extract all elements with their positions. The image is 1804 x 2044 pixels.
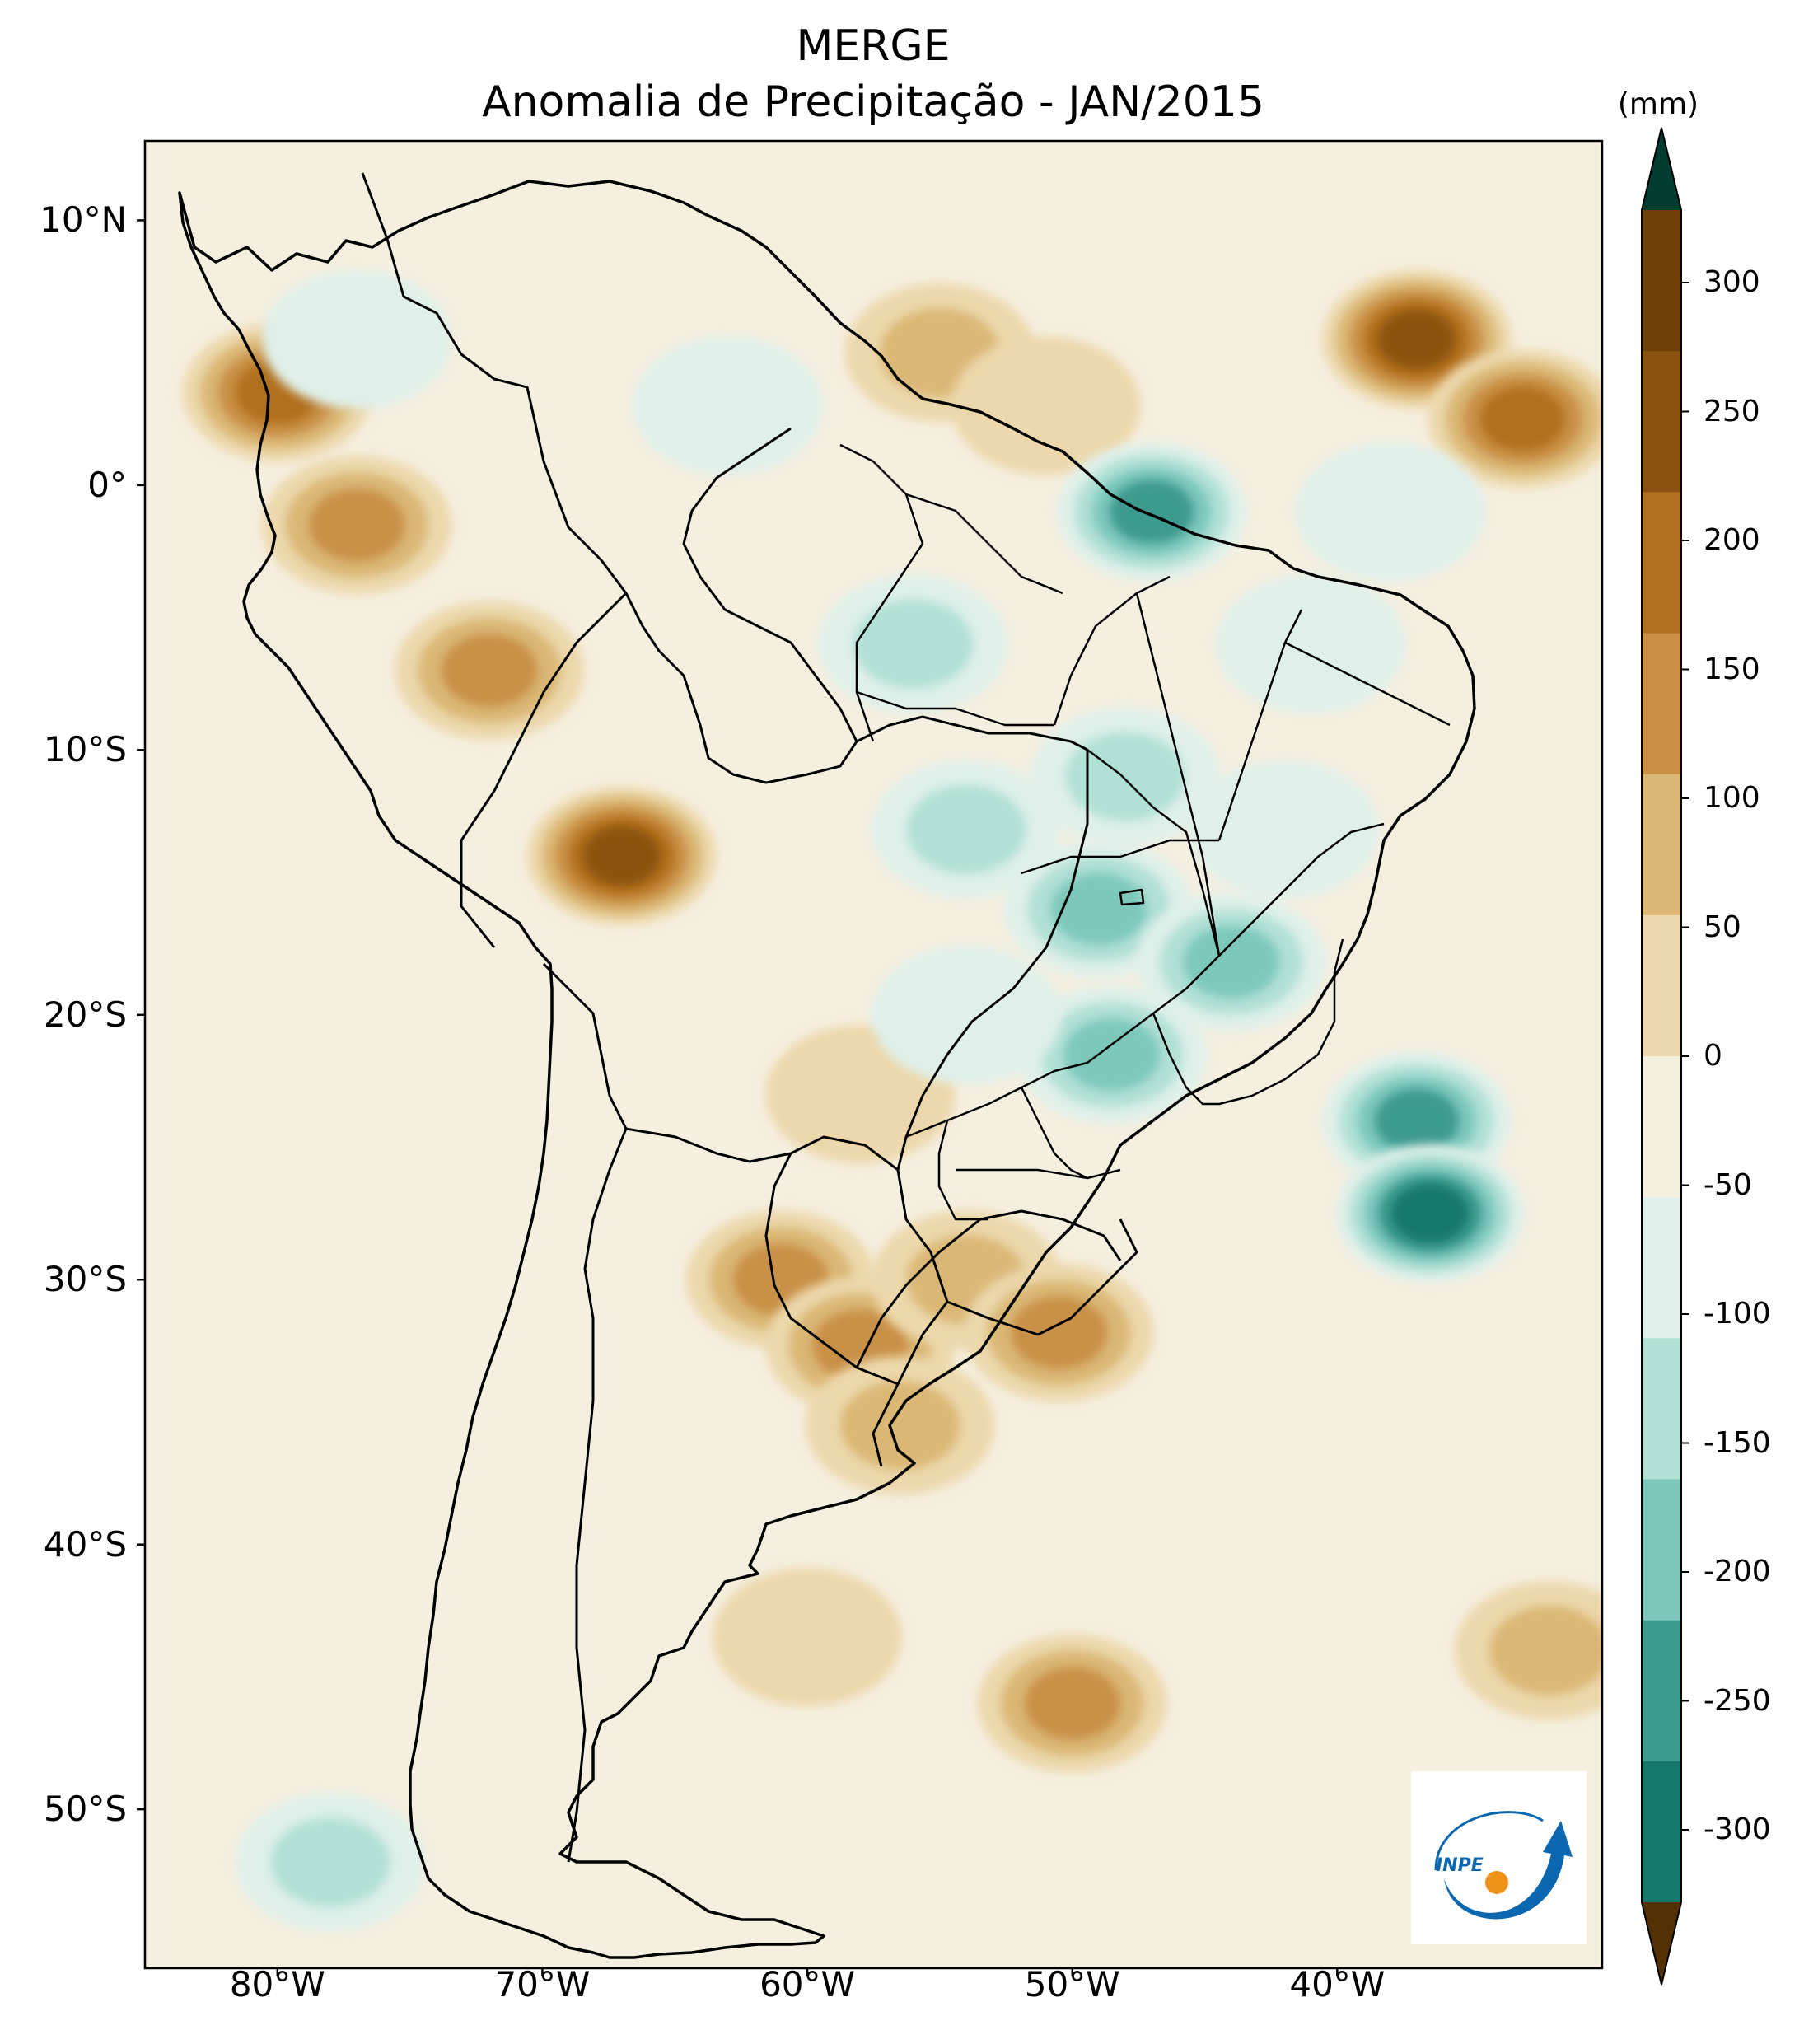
colorbar-tick-label: 50	[1704, 910, 1741, 944]
colorbar-band	[1642, 1479, 1681, 1621]
anomaly-south-atlantic-wet	[1024, 1667, 1121, 1740]
lat-tick-label: 20°S	[43, 994, 127, 1035]
anomaly-venezuela-llanos-dry	[633, 336, 823, 475]
anomaly-atlantic-itcz-wet-east	[1480, 386, 1565, 451]
anomaly-amapa-wet	[951, 336, 1141, 475]
anomaly-northeast-dry	[1216, 574, 1406, 713]
anomaly-atlantic-southeast-dry-2	[1390, 1183, 1469, 1243]
colorbar-band	[1642, 210, 1681, 352]
colorbar-tick-label: -150	[1704, 1425, 1771, 1460]
inpe-logo-icon	[1434, 1811, 1573, 1920]
colorbar-tick-label: -50	[1704, 1167, 1752, 1202]
colorbar-band	[1642, 1197, 1681, 1339]
anomaly-mato-grosso-dry	[906, 784, 1026, 874]
colorbar-tick-label: -250	[1704, 1683, 1771, 1718]
colorbar-unit-label: (mm)	[1617, 87, 1699, 121]
anomaly-atlantic-itcz-wet	[1377, 310, 1456, 370]
lon-tick-label: 40°W	[1289, 1964, 1386, 2004]
colorbar-band	[1642, 1761, 1681, 1903]
colorbar-extend-low	[1642, 1902, 1681, 1985]
inpe-logo: INPE	[1411, 1771, 1587, 1944]
chart-title: MERGE	[796, 21, 951, 71]
anomaly-acre-rondonia-bolivia-wet	[582, 826, 661, 886]
colorbar-tick-label: 100	[1704, 781, 1760, 815]
lon-tick-label: 80°W	[229, 1964, 325, 2004]
lat-tick-label: 0°	[87, 464, 127, 505]
colorbar-outline	[1641, 127, 1682, 1986]
colorbar-band	[1642, 351, 1681, 493]
lat-tick-label: 50°S	[43, 1789, 127, 1830]
colorbar-tick-label: 250	[1704, 394, 1760, 428]
colorbar-band	[1642, 492, 1681, 634]
anomaly-patagonia-atlantic-wet	[713, 1568, 903, 1707]
lat-tick-label: 10°S	[43, 729, 127, 770]
colorbar-tick-label: 200	[1704, 523, 1760, 557]
anomaly-caribbean-colombia-dry	[262, 270, 452, 409]
colorbar-band	[1642, 1620, 1681, 1762]
anomaly-south-atlantic-wet-east	[1489, 1606, 1602, 1696]
colorbar-extend-high	[1642, 128, 1681, 210]
colorbar-tick-label: 150	[1704, 652, 1760, 686]
map-frame	[143, 139, 1604, 1970]
lon-tick-label: 60°W	[759, 1964, 856, 2004]
anomaly-atlantic-southeast-dry	[1374, 1088, 1460, 1153]
anomaly-tocantins-dry	[1065, 732, 1185, 821]
lon-tick-label: 50°W	[1024, 1964, 1120, 2004]
anomaly-mato-grosso-do-sul-dry	[872, 945, 1062, 1084]
colorbar-band	[1642, 633, 1681, 775]
anomaly-goias-dry	[1050, 872, 1147, 946]
colorbar-band	[1642, 914, 1681, 1057]
colorbar-tick-label: 300	[1704, 265, 1760, 299]
lon-tick-label: 70°W	[494, 1964, 591, 2004]
colorbar	[1641, 127, 1689, 1986]
colorbar-tick-label: -100	[1704, 1297, 1771, 1331]
colorbar-band	[1642, 1056, 1681, 1198]
anomaly-para-northeast-dry	[1109, 479, 1194, 545]
brazil-state-borders	[839, 443, 1451, 1221]
lat-tick-label: 40°S	[43, 1523, 127, 1565]
logo-text: INPE	[1436, 1855, 1484, 1876]
south-america-coastline	[178, 180, 1476, 1959]
anomaly-atlantic-equatorial-dry	[1295, 442, 1485, 582]
lat-tick-label: 10°N	[40, 199, 127, 241]
colorbar-band	[1642, 774, 1681, 916]
anomaly-bahia-dry	[1189, 760, 1380, 899]
anomaly-chile-south-coast-dry	[270, 1817, 390, 1907]
anomaly-para-dry	[853, 599, 974, 689]
chart-subtitle: Anomalia de Precipitação - JAN/2015	[482, 77, 1264, 127]
anomaly-rs-coast-wet	[1011, 1296, 1107, 1369]
anomaly-sao-paulo-dry	[1063, 1018, 1161, 1091]
anomaly-peru-amazon-wet	[441, 634, 538, 707]
colorbar-tick-label: 0	[1704, 1039, 1722, 1073]
anomaly-rio-de-la-plata-wet	[840, 1381, 960, 1471]
colorbar-tick-label: -200	[1704, 1555, 1771, 1588]
anomaly-ecuador-wet	[308, 489, 405, 562]
anomaly-minas-gerais-dry	[1183, 925, 1280, 999]
colorbar-band	[1642, 1338, 1681, 1480]
federal-district-border	[1119, 888, 1145, 906]
colorbar-tick-label: -300	[1704, 1812, 1771, 1846]
lat-tick-label: 30°S	[43, 1259, 127, 1300]
